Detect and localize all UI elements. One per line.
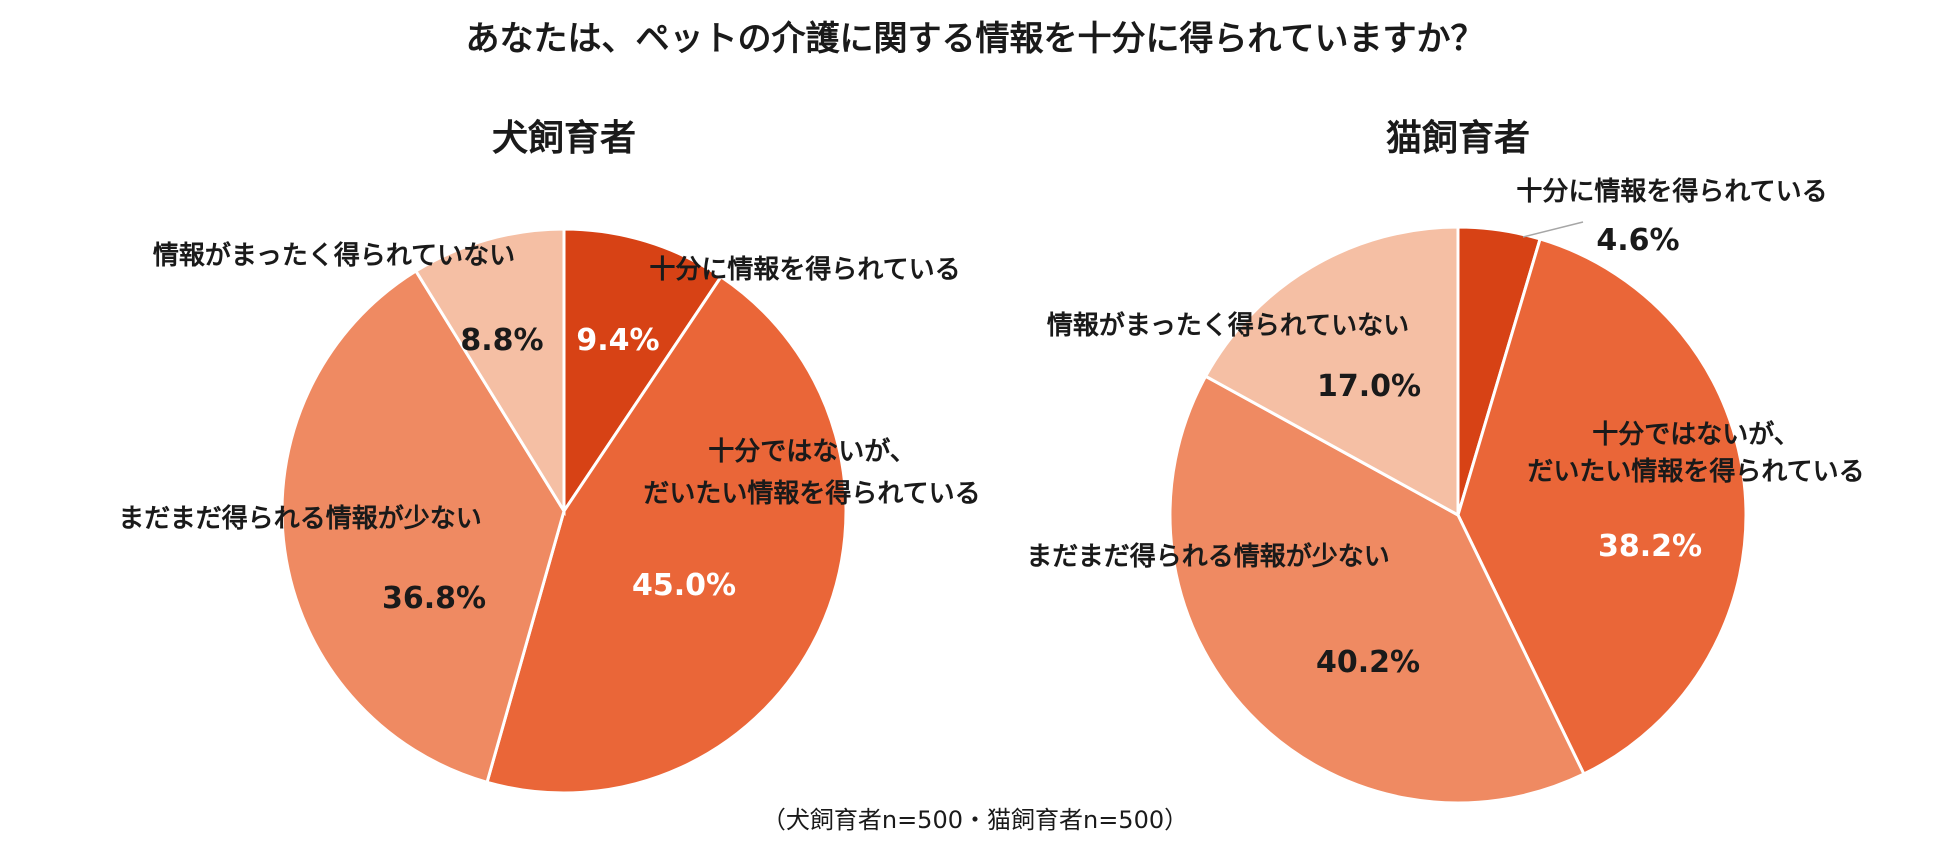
pie-slice-dog-enough: [562, 227, 724, 516]
chart-title-cat: 猫飼育者: [1386, 118, 1530, 159]
category-label-dog-little: まだまだ得られる情報が少ない: [118, 503, 481, 534]
value-label-cat-mostly: 38.2%: [1598, 529, 1702, 564]
pie-slice-cat-none: [1203, 225, 1460, 518]
category-label-cat-mostly: 十分ではないが、: [1592, 419, 1799, 450]
pie-slice-cat-mostly: [1456, 237, 1748, 777]
value-label-cat-none: 17.0%: [1317, 369, 1421, 404]
category-label-dog-enough: 十分に情報を得られている: [649, 255, 960, 285]
chart-title-dog: 犬飼育者: [492, 118, 636, 159]
pie-slice-dog-none: [413, 227, 566, 517]
category-label-cat-little: まだまだ得られる情報が少ない: [1026, 541, 1389, 572]
category-label-cat-enough: 十分に情報を得られている: [1516, 177, 1827, 207]
pie-slice-cat-little: [1168, 374, 1586, 805]
leader-line-cat-enough: [1522, 221, 1584, 238]
category-label-dog-mostly: だいたい情報を得られている: [643, 479, 980, 509]
value-label-dog-little: 36.8%: [382, 581, 486, 616]
value-label-dog-none: 8.8%: [460, 323, 543, 358]
value-label-cat-enough: 4.6%: [1596, 223, 1679, 258]
category-label-cat-mostly: だいたい情報を得られている: [1527, 457, 1864, 487]
category-label-dog-none: 情報がまったく得られていない: [153, 240, 515, 271]
value-label-dog-enough: 9.4%: [576, 323, 659, 358]
chart-title: あなたは、ペットの介護に関する情報を十分に得られていますか？: [466, 19, 1485, 59]
pie-slice-dog-mostly: [485, 274, 848, 795]
category-label-dog-mostly: 十分ではないが、: [708, 436, 915, 467]
category-label-cat-none: 情報がまったく得られていない: [1047, 310, 1409, 341]
value-label-dog-mostly: 45.0%: [632, 568, 736, 603]
sample-size-footnote: （犬飼育者n=500・猫飼育者n=500）: [762, 806, 1188, 834]
value-label-cat-little: 40.2%: [1316, 645, 1420, 680]
